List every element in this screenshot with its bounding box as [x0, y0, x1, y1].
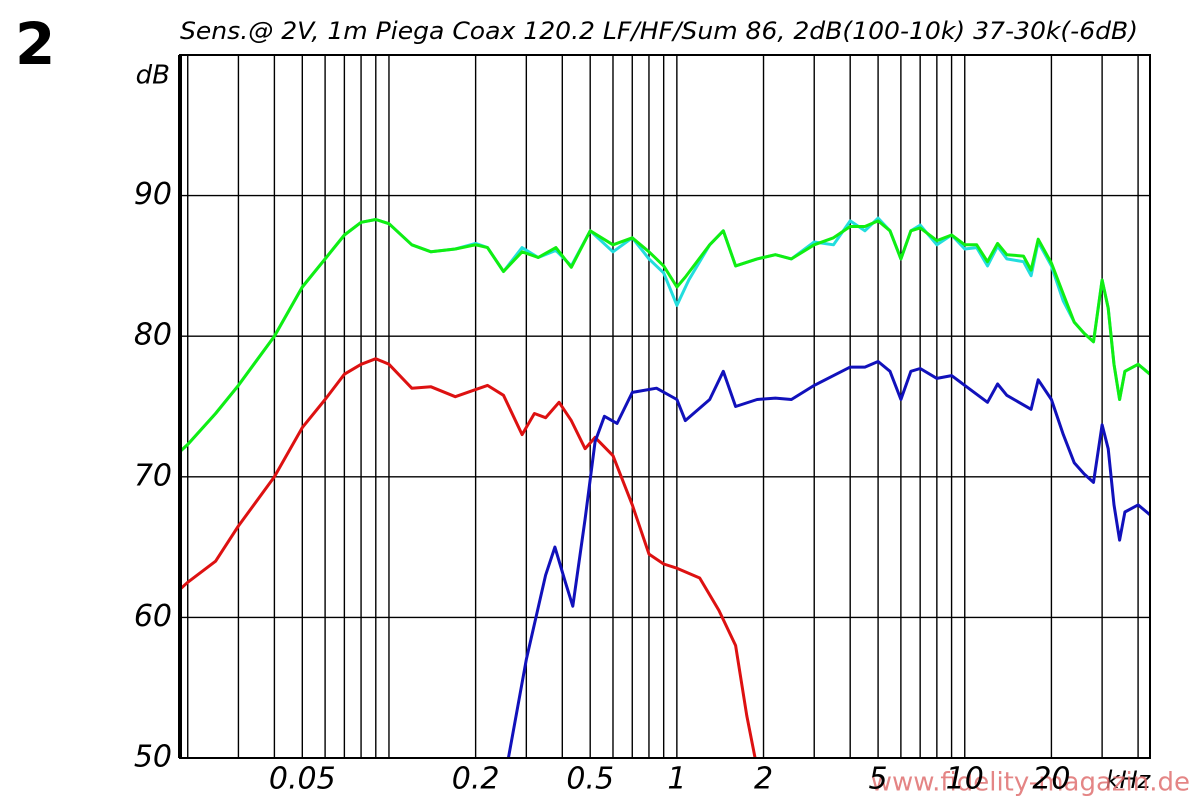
x-tick-label: 10	[946, 762, 984, 797]
y-tick-label: 90	[134, 177, 172, 212]
chart-title: Sens.@ 2V, 1m Piega Coax 120.2 LF/HF/Sum…	[180, 17, 1138, 45]
x-tick-label: 1	[667, 762, 686, 797]
response-line	[506, 360, 1150, 758]
y-tick-label: 50	[134, 740, 172, 775]
watermark: www.fidelity-magazin.de	[871, 768, 1190, 798]
y-tick-label: 80	[134, 318, 172, 353]
response-line	[180, 218, 1150, 453]
x-tick-label: 0.05	[269, 762, 336, 797]
plot-lines	[180, 216, 1150, 758]
x-tick-label: 0.2	[452, 762, 500, 797]
x-tick-label: 2	[754, 762, 773, 797]
response-line	[180, 357, 757, 758]
figure-number: 2	[15, 10, 55, 78]
grid	[180, 55, 1150, 758]
x-tick-label: 0.5	[566, 762, 614, 797]
y-axis-label: dB	[136, 61, 170, 91]
x-axis-label: kHz	[1106, 766, 1152, 794]
y-tick-label: 70	[134, 458, 172, 493]
x-tick-label: 5	[869, 762, 888, 797]
y-tick-label: 60	[134, 599, 172, 634]
x-tick-label: 20	[1032, 762, 1070, 797]
